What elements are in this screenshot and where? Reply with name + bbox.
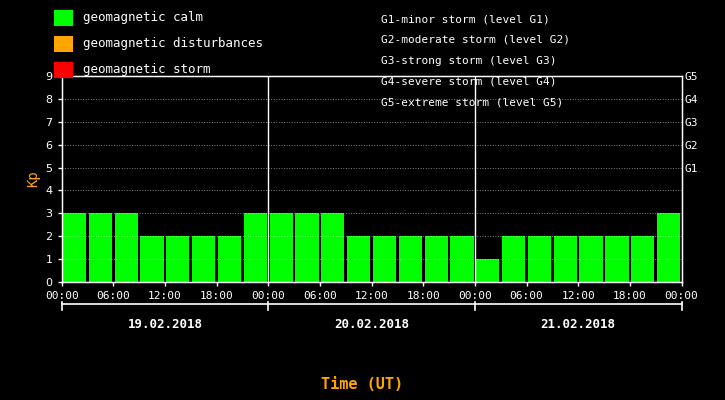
Text: 19.02.2018: 19.02.2018 (128, 318, 202, 331)
Text: Time (UT): Time (UT) (321, 377, 404, 392)
Bar (270, 213, 293, 282)
Text: geomagnetic calm: geomagnetic calm (83, 12, 204, 24)
Bar (502, 236, 525, 282)
Text: 20.02.2018: 20.02.2018 (334, 318, 409, 331)
Text: G3-strong storm (level G3): G3-strong storm (level G3) (381, 56, 556, 66)
Bar (373, 236, 396, 282)
Text: 21.02.2018: 21.02.2018 (541, 318, 616, 331)
Bar (579, 236, 602, 282)
Text: geomagnetic storm: geomagnetic storm (83, 64, 211, 76)
Bar (295, 213, 318, 282)
Bar (347, 236, 370, 282)
Bar (218, 236, 241, 282)
Bar (425, 236, 448, 282)
Bar (476, 259, 500, 282)
Bar (554, 236, 577, 282)
Bar (63, 213, 86, 282)
Text: G4-severe storm (level G4): G4-severe storm (level G4) (381, 76, 556, 86)
Text: G5-extreme storm (level G5): G5-extreme storm (level G5) (381, 97, 563, 107)
Text: G1-minor storm (level G1): G1-minor storm (level G1) (381, 14, 550, 24)
Bar (244, 213, 267, 282)
Bar (88, 213, 112, 282)
Text: G2-moderate storm (level G2): G2-moderate storm (level G2) (381, 35, 570, 45)
Bar (321, 213, 344, 282)
Y-axis label: Kp: Kp (26, 171, 40, 187)
Bar (399, 236, 422, 282)
Text: geomagnetic disturbances: geomagnetic disturbances (83, 38, 263, 50)
Bar (115, 213, 138, 282)
Bar (528, 236, 551, 282)
Bar (166, 236, 189, 282)
Bar (192, 236, 215, 282)
Bar (605, 236, 629, 282)
Bar (657, 213, 680, 282)
Bar (141, 236, 164, 282)
Bar (450, 236, 473, 282)
Bar (631, 236, 655, 282)
